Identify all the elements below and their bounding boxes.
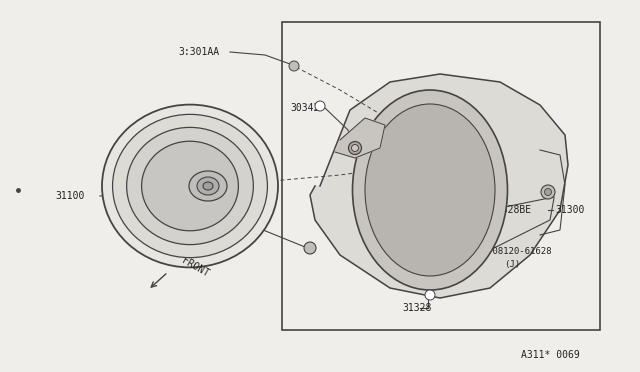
Text: 30342P: 30342P [290, 103, 325, 113]
Text: ← FRONT: ← FRONT [170, 249, 211, 279]
Ellipse shape [127, 127, 253, 245]
Text: 31100: 31100 [55, 191, 84, 201]
Circle shape [304, 242, 316, 254]
Circle shape [425, 290, 435, 300]
Text: 31328BE: 31328BE [490, 205, 531, 215]
Ellipse shape [189, 171, 227, 201]
Text: 31328: 31328 [402, 303, 431, 313]
Polygon shape [310, 74, 568, 298]
Circle shape [289, 61, 299, 71]
Text: 3:301AA: 3:301AA [178, 47, 219, 57]
Ellipse shape [197, 177, 219, 195]
Ellipse shape [351, 144, 358, 151]
Text: 31300: 31300 [555, 205, 584, 215]
Circle shape [545, 189, 552, 196]
Ellipse shape [353, 90, 508, 290]
Circle shape [541, 185, 555, 199]
Text: A311* 0069: A311* 0069 [521, 350, 580, 360]
Polygon shape [335, 118, 385, 158]
Ellipse shape [349, 141, 362, 154]
Text: °08120-61628: °08120-61628 [488, 247, 552, 257]
Bar [282, 22, 600, 330]
Ellipse shape [365, 104, 495, 276]
Ellipse shape [113, 114, 268, 258]
Ellipse shape [102, 105, 278, 267]
Text: (J): (J) [504, 260, 520, 269]
Text: 31301A: 31301A [178, 207, 213, 217]
Ellipse shape [203, 182, 213, 190]
Circle shape [315, 101, 325, 111]
Ellipse shape [141, 141, 239, 231]
